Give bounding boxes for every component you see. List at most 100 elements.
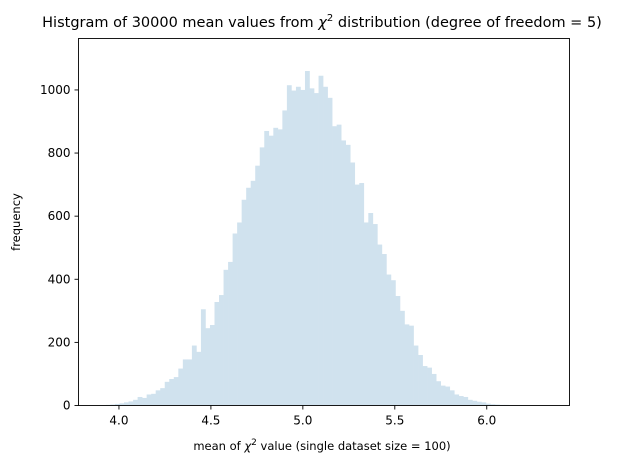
histogram-bar (458, 396, 464, 406)
plot-frame (78, 38, 570, 406)
histogram-bar (395, 295, 401, 406)
x-tick-label: 5.5 (385, 414, 404, 428)
histogram-bar (259, 147, 265, 406)
y-axis-label: frequency (9, 193, 23, 251)
histogram-bar (124, 402, 129, 406)
histogram-bar (332, 126, 337, 406)
histogram-bar (409, 325, 414, 406)
x-tick-label: 4.5 (201, 414, 220, 428)
histogram-bar (286, 85, 292, 406)
histogram-bar (282, 110, 288, 406)
histogram-bar (300, 89, 306, 406)
histogram-bar (377, 244, 383, 406)
histogram-bar (485, 403, 491, 406)
chart-title: Histgram of 30000 mean values from χ2 di… (42, 13, 602, 31)
histogram-bar (359, 183, 365, 406)
histogram-bar (472, 400, 478, 406)
histogram-bar (490, 404, 496, 406)
histogram-bar (481, 402, 487, 406)
y-tick-label: 600 (48, 209, 71, 223)
histogram-bar (327, 97, 333, 406)
histogram-bar (119, 403, 125, 406)
histogram-bar (173, 377, 179, 406)
histogram-bar (110, 404, 116, 406)
y-tick-label: 1000 (40, 83, 71, 97)
histogram-bar (295, 86, 301, 406)
histogram-bar (476, 401, 482, 406)
histogram-bar (291, 90, 297, 406)
histogram-bar (345, 144, 351, 406)
histogram-bar (196, 351, 202, 406)
histogram-bar (418, 355, 423, 406)
histogram-bar (178, 368, 184, 406)
histogram-bar (169, 378, 175, 406)
histogram-bar (431, 373, 437, 406)
histogram-bar (232, 233, 238, 406)
histogram-bar (350, 162, 356, 406)
histogram-bar (390, 280, 396, 406)
histogram-bar (363, 222, 369, 406)
histogram-bar (241, 199, 247, 406)
histogram-bar (381, 254, 387, 406)
histogram-bar (323, 86, 328, 406)
histogram-bar (164, 381, 170, 406)
histogram-bar (368, 213, 374, 406)
histogram-bar (268, 135, 274, 406)
histogram-bar (436, 381, 441, 406)
histogram-bar (422, 366, 428, 406)
histogram-bar (445, 386, 451, 406)
x-axis-label: mean of χ2 value (single dataset size = … (193, 438, 450, 453)
histogram-bar (413, 345, 419, 406)
histogram-bar (336, 124, 342, 406)
histogram-bar (214, 301, 220, 406)
histogram-bar (463, 396, 469, 406)
histogram-bar (209, 325, 215, 406)
y-tick-label: 200 (48, 335, 71, 349)
histogram-bar (304, 71, 310, 406)
histogram-bar (386, 274, 392, 406)
histogram-bar (191, 345, 197, 406)
histogram-bar (277, 129, 283, 406)
histogram-bar (228, 261, 233, 406)
histogram-bar (399, 310, 405, 406)
x-axis-ticks: 4.0 4.5 5.0 5.5 6.0 (109, 405, 496, 428)
histogram-bar (137, 396, 143, 406)
histogram-bar (205, 328, 211, 406)
histogram-bar (454, 394, 460, 406)
histogram-bar (223, 269, 229, 406)
histogram-bar (354, 184, 360, 406)
histogram-bar (114, 403, 120, 406)
histogram-bars (96, 71, 523, 406)
histogram-bar (187, 359, 193, 406)
histogram-bar (427, 367, 432, 406)
y-tick-label: 0 (63, 399, 71, 413)
x-tick-label: 6.0 (477, 414, 496, 428)
histogram-bar (250, 180, 256, 406)
histogram-bar (133, 399, 138, 406)
histogram-bar (219, 295, 224, 406)
histogram-bar (467, 399, 473, 406)
histogram-bar (309, 88, 315, 406)
histogram-bar (146, 394, 152, 406)
histogram-bar (255, 165, 261, 406)
y-tick-label: 400 (48, 272, 71, 286)
histogram-bar (404, 324, 410, 406)
histogram-bar (155, 390, 161, 406)
histogram-bar (264, 130, 270, 406)
histogram-bar (449, 390, 455, 406)
histogram-bar (372, 224, 378, 406)
histogram-bar (237, 222, 242, 406)
histogram-bar (314, 93, 319, 406)
histogram-bar (440, 385, 446, 406)
x-tick-label: 5.0 (293, 414, 312, 428)
histogram-bar (273, 127, 279, 406)
histogram-bar (151, 393, 156, 406)
histogram-bar (182, 359, 188, 406)
histogram-bar (318, 75, 324, 406)
histogram-bar (142, 397, 147, 406)
histogram-bar (341, 140, 346, 406)
y-tick-label: 800 (48, 146, 71, 160)
histogram-bar (494, 404, 500, 406)
histogram-bar (160, 388, 166, 406)
